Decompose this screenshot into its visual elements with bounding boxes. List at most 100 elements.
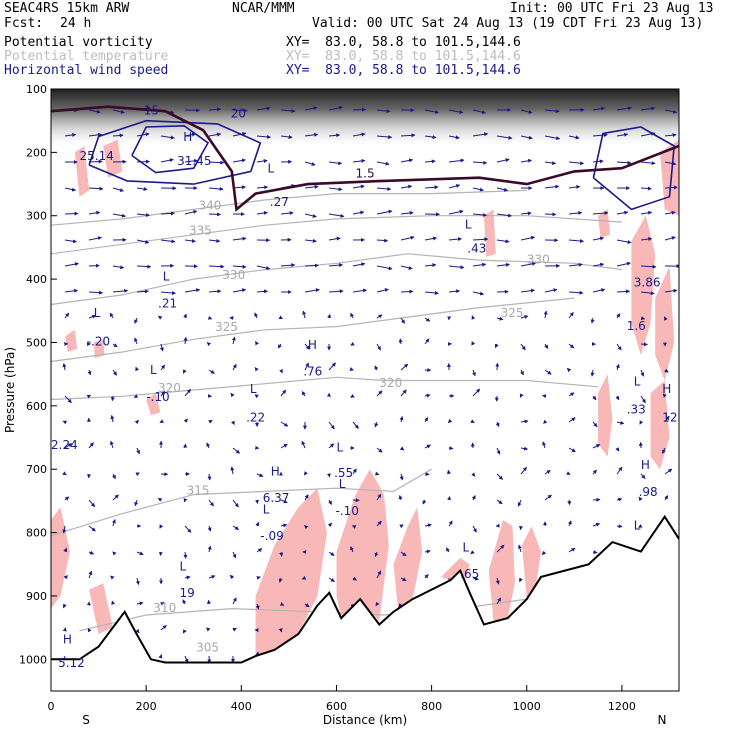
- wind-arrow: [520, 235, 536, 241]
- shaded-region: [93, 339, 105, 359]
- wind-arrow: [328, 263, 344, 268]
- contour-label: .98: [639, 485, 658, 499]
- wind-arrow: [616, 210, 629, 215]
- shaded-region: [598, 209, 610, 238]
- wind-arrow: [448, 209, 464, 215]
- wind-arrow: [229, 574, 234, 580]
- wind-arrow: [496, 135, 513, 140]
- contour-label: .22: [246, 411, 265, 425]
- contour-label: 330: [527, 252, 550, 266]
- theta-contour-340: [51, 189, 527, 226]
- shaded-region: [488, 519, 515, 622]
- wind-arrow: [472, 262, 487, 267]
- wind-arrow: [592, 550, 598, 555]
- wind-arrow: [544, 161, 557, 166]
- wind-arrow: [352, 132, 366, 137]
- wind-arrow: [255, 521, 260, 527]
- wind-arrow: [568, 210, 583, 215]
- wind-arrow: [662, 393, 667, 398]
- wind-arrow: [136, 187, 148, 191]
- wind-arrow: [640, 395, 646, 404]
- wind-arrow: [160, 625, 167, 631]
- wind-arrow: [232, 447, 241, 454]
- contour-label: 6.37: [263, 491, 290, 505]
- wind-arrow: [136, 159, 151, 164]
- contour-label: 25.14: [80, 149, 114, 163]
- shaded-region: [146, 393, 161, 416]
- field-pv-xy: XY= 83.0, 58.8 to 101.5,144.6: [286, 35, 521, 50]
- wind-arrow: [424, 290, 439, 295]
- wind-arrow: [640, 131, 656, 137]
- wind-arrow: [304, 238, 317, 243]
- wind-arrow: [278, 577, 283, 583]
- wind-arrow: [64, 239, 78, 244]
- wind-arrow: [208, 575, 216, 579]
- stratosphere-shading: [51, 89, 679, 149]
- wind-arrow: [424, 472, 430, 477]
- wind-arrow: [376, 493, 382, 501]
- contour-label: .76: [303, 364, 322, 378]
- wind-arrow: [518, 577, 523, 583]
- wind-arrow: [350, 341, 355, 346]
- wind-arrow: [62, 363, 67, 371]
- wind-arrow: [568, 239, 585, 243]
- wind-arrow: [448, 237, 463, 242]
- wind-arrow: [278, 315, 283, 320]
- wind-arrow: [304, 494, 309, 501]
- y-tick-label: 500: [26, 336, 47, 349]
- shaded-region: [103, 139, 123, 178]
- wind-arrow: [376, 109, 391, 114]
- wind-arrow: [448, 289, 461, 294]
- wind-arrow: [496, 239, 510, 244]
- wind-arrow: [160, 291, 177, 295]
- wind-arrow: [518, 544, 522, 553]
- wind-arrow: [374, 421, 379, 428]
- wind-arrow: [183, 551, 188, 559]
- wind-arrow: [376, 161, 390, 166]
- contour-label: 335: [189, 224, 212, 238]
- contour-label: 340: [199, 198, 222, 212]
- wind-arrow: [112, 133, 124, 138]
- wind-arrow: [64, 395, 72, 404]
- wind-arrow: [136, 132, 150, 137]
- wind-arrow: [590, 317, 595, 324]
- wind-contour-25: [592, 126, 676, 211]
- contour-label: 2.24: [51, 438, 78, 452]
- wind-arrow: [208, 238, 221, 243]
- wind-arrow: [232, 499, 239, 508]
- terrain-surface: [51, 514, 679, 664]
- wind-arrow: [568, 161, 585, 166]
- wind-arrow: [568, 290, 584, 295]
- wind-arrow: [280, 443, 288, 449]
- wind-arrow: [400, 577, 407, 582]
- field-pv-name: Potential vorticity: [4, 35, 153, 50]
- wind-arrow: [159, 343, 164, 352]
- wind-arrow: [376, 288, 389, 293]
- wind-arrow: [256, 548, 263, 553]
- wind-arrow: [496, 187, 509, 192]
- wind-arrow: [567, 520, 572, 527]
- model-title: SEAC4RS 15km ARW: [4, 1, 130, 16]
- wind-arrow: [256, 159, 268, 163]
- wind-arrow: [544, 212, 557, 217]
- contour-label: 325: [215, 320, 238, 334]
- wind-arrow: [664, 468, 673, 475]
- wind-arrow: [376, 343, 382, 351]
- wind-arrow: [88, 210, 101, 215]
- x-tick-label: 600: [326, 700, 347, 713]
- wind-arrow: [110, 395, 115, 402]
- wind-arrow: [616, 524, 623, 529]
- wind-arrow: [182, 629, 187, 634]
- wind-arrow: [519, 393, 524, 398]
- wind-arrow: [496, 213, 513, 218]
- wind-arrow: [159, 524, 164, 529]
- wind-arrow: [232, 597, 237, 605]
- wind-arrow: [664, 415, 670, 423]
- contour-label: 315: [187, 484, 210, 498]
- wind-arrow: [616, 106, 633, 111]
- wind-arrow: [495, 577, 500, 585]
- wind-arrow: [496, 447, 501, 455]
- contour-label: L: [94, 306, 101, 320]
- wind-arrow: [304, 213, 317, 218]
- contour-label: .55: [334, 466, 353, 480]
